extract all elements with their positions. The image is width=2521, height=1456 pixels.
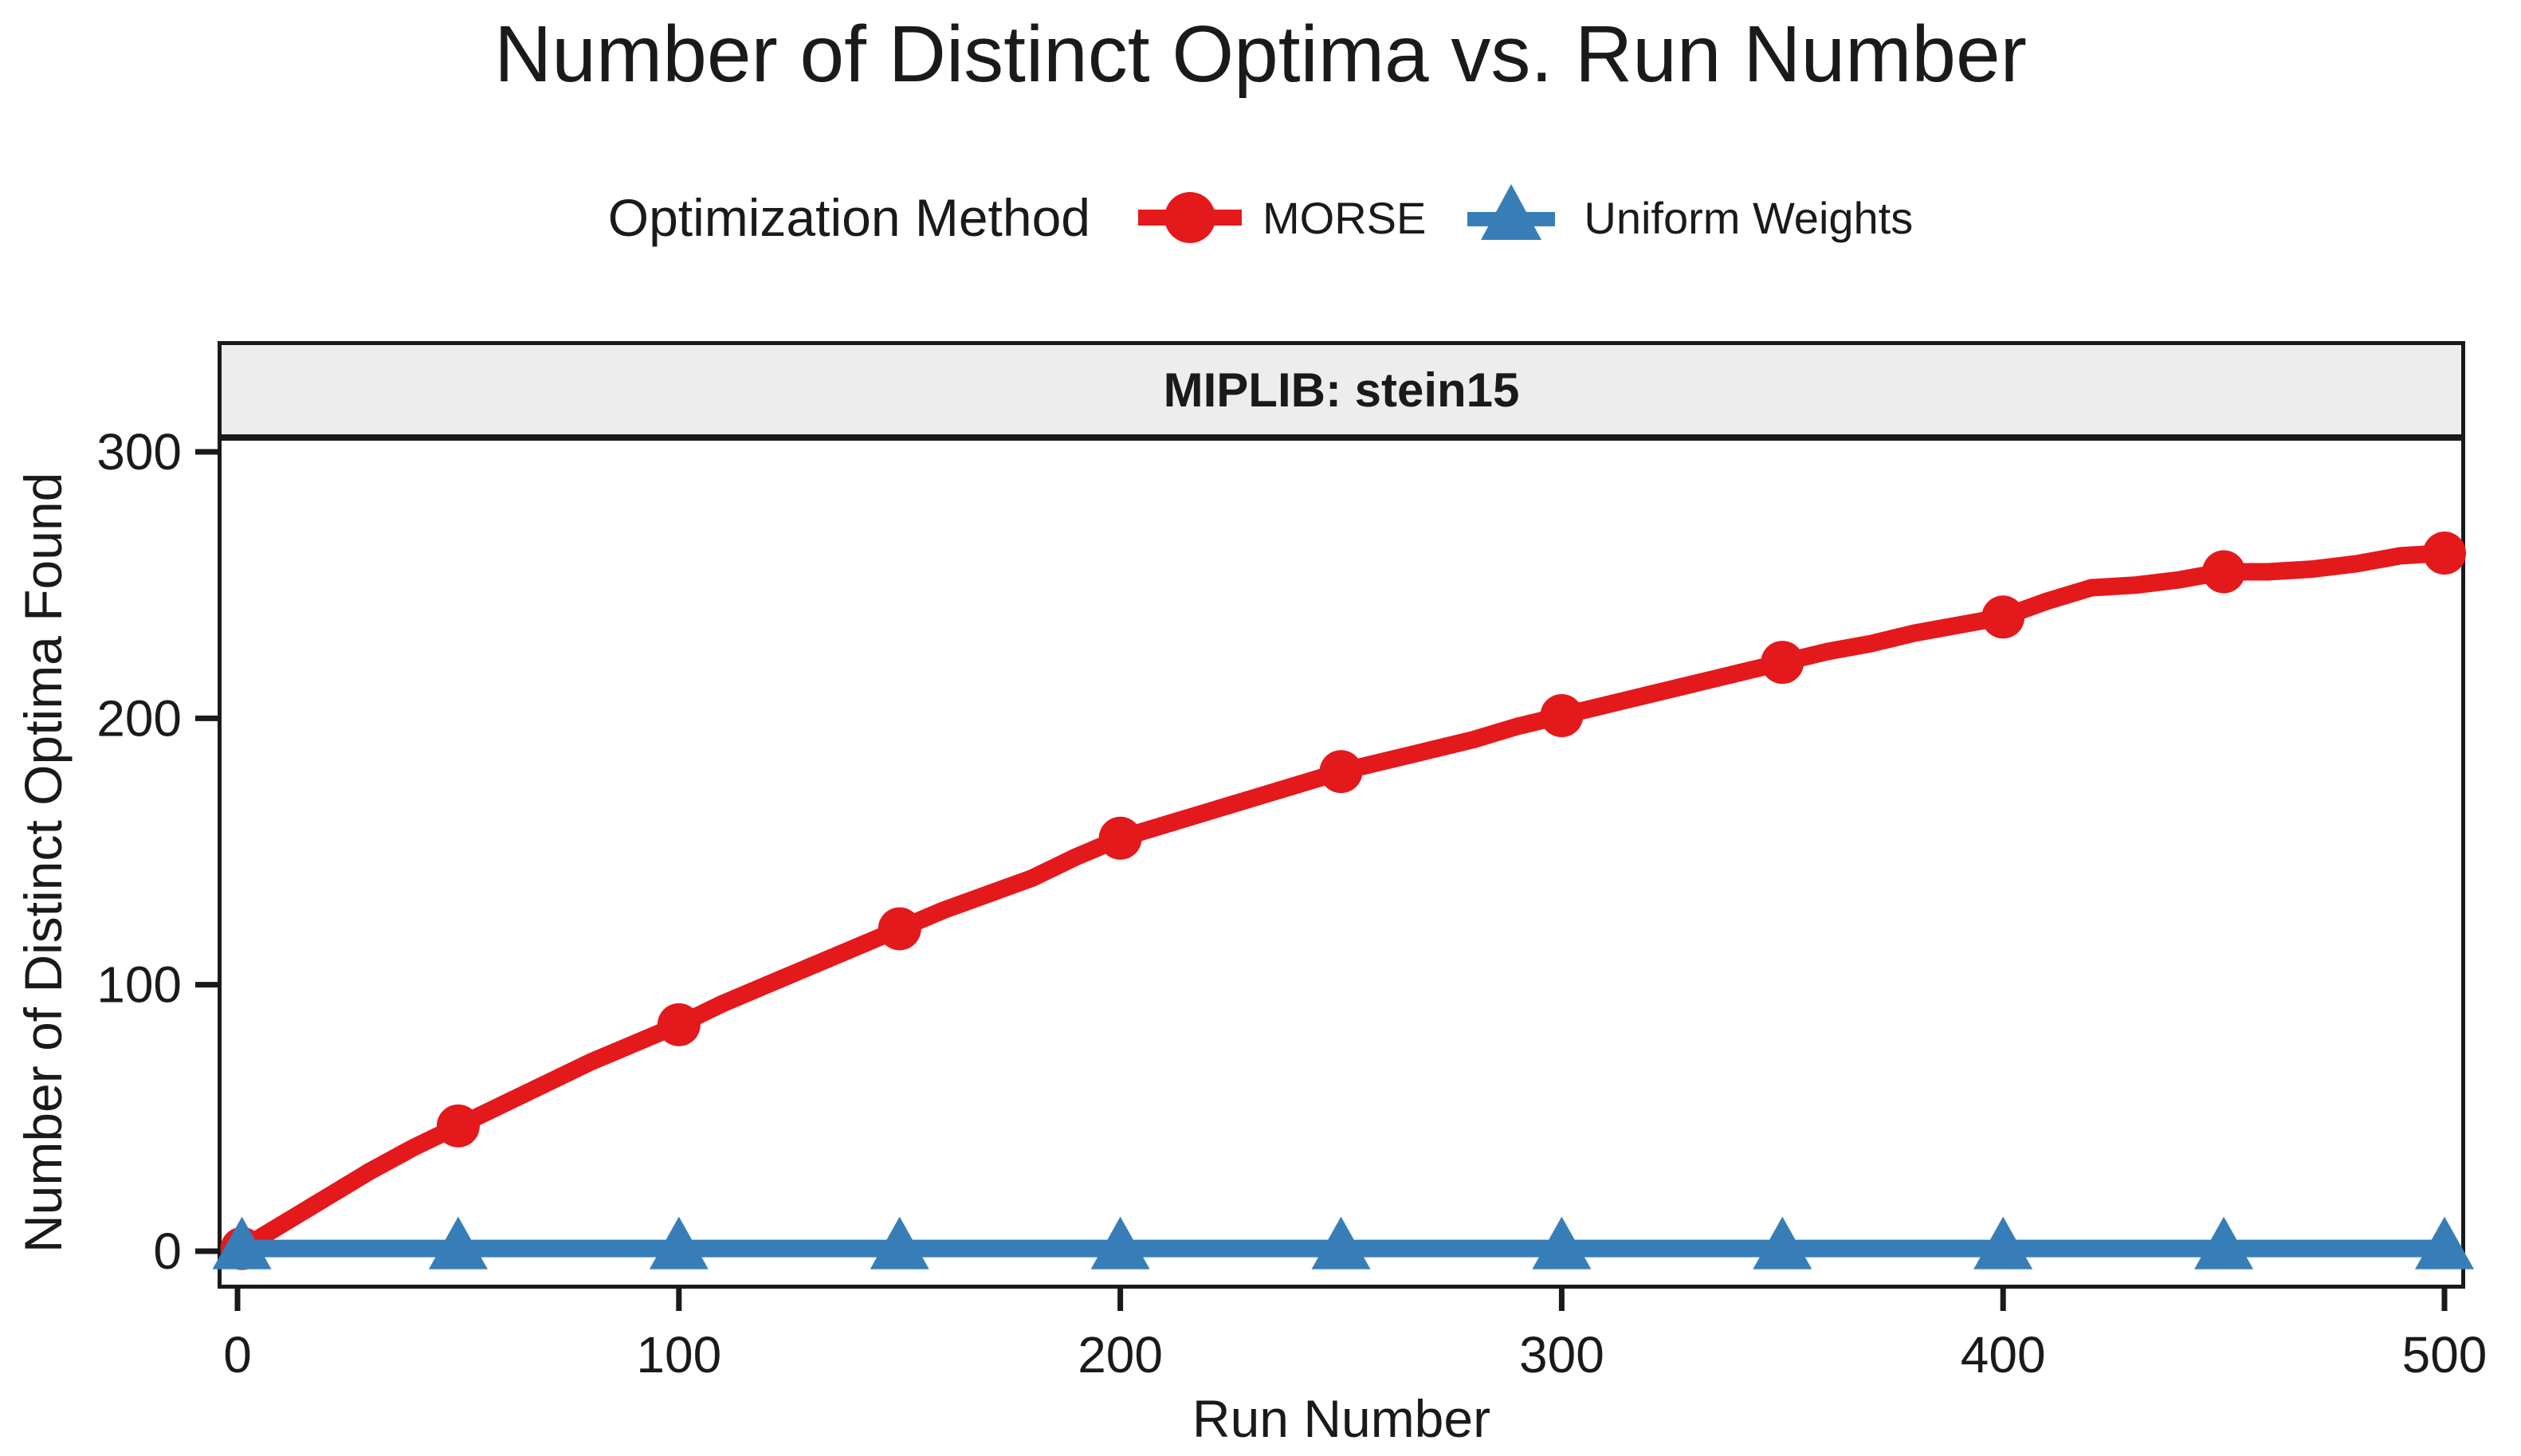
facet-label: MIPLIB: stein15 [1163,363,1520,417]
x-tick-label: 0 [223,1326,252,1383]
x-tick-label: 300 [1519,1326,1604,1383]
y-axis-title: Number of Distinct Optima Found [14,472,73,1254]
morse-marker [878,907,921,951]
morse-marker [1981,595,2025,639]
morse-marker [1319,750,1363,794]
morse-marker [436,1104,480,1148]
morse-marker [2423,532,2466,575]
legend-item-uniform-weights: Uniform Weights [1459,170,1913,265]
morse-marker [1098,816,1142,860]
y-tick-label: 300 [96,423,182,481]
legend-label-uniform-weights: Uniform Weights [1584,192,1914,243]
x-tick-label: 400 [1961,1326,2046,1383]
morse-marker [1761,641,1804,685]
legend-title: Optimization Method [607,188,1091,247]
y-tick-label: 0 [153,1222,182,1280]
plot-panel [218,437,2465,1289]
x-tick-label: 500 [2402,1326,2488,1383]
y-tick-label: 100 [96,956,182,1014]
uniform-weights-marker [1090,1216,1150,1270]
uniform-weights-marker [428,1216,488,1270]
legend-item-morse: MORSE [1138,170,1426,265]
uniform-weights-marker [2194,1216,2254,1270]
morse-marker [657,1003,701,1046]
morse-line [233,544,2453,1258]
morse-marker [1540,693,1584,737]
uniform-weights-marker [870,1216,929,1270]
legend-label-morse: MORSE [1262,192,1427,243]
y-tick-label: 200 [96,689,182,747]
legend: Optimization Method MORSE Uniform Weight… [0,158,2521,277]
circle-marker-icon [1138,192,1243,243]
x-tick-label: 200 [1078,1326,1163,1383]
chart-title: Number of Distinct Optima vs. Run Number [494,10,2027,99]
x-tick-label: 100 [636,1326,721,1383]
x-axis-title: Run Number [1192,1389,1491,1448]
morse-marker [2202,550,2246,594]
uniform-weights-marker [1973,1216,2033,1270]
uniform-weights-marker [649,1216,709,1270]
triangle-marker-icon [1467,184,1556,240]
uniform-weights-marker [2415,1216,2474,1270]
uniform-weights-marker [212,1216,272,1270]
uniform-weights-marker [1532,1216,1592,1270]
uniform-weights-marker [1311,1216,1371,1270]
uniform-weights-marker [1753,1216,1812,1270]
facet-strip: MIPLIB: stein15 [218,341,2465,438]
